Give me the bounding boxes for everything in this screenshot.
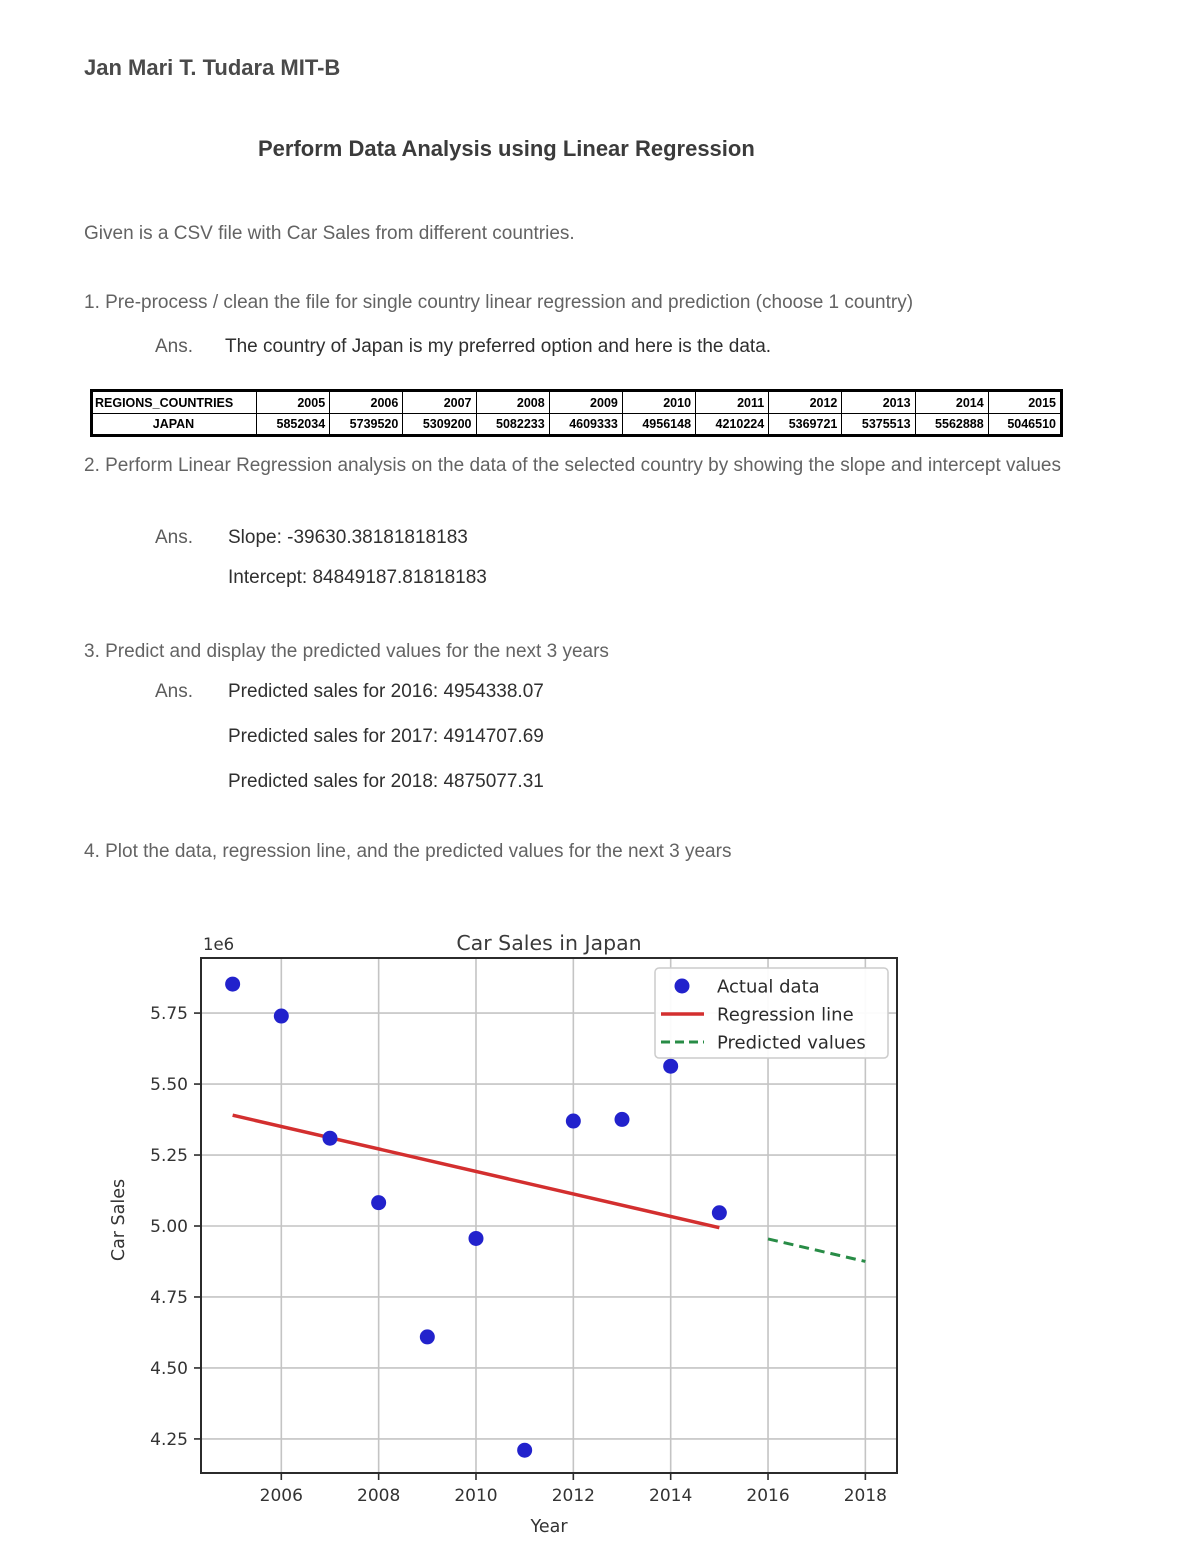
column-header: REGIONS_COUNTRIES [91, 390, 257, 414]
value-cell: 5309200 [402, 413, 477, 436]
table-row: JAPAN 5852034 5739520 5309200 5082233 4609333… [91, 413, 1063, 436]
data-point [273, 1008, 289, 1024]
x-tick-label: 2016 [746, 1486, 789, 1506]
value-cell: 4210224 [695, 413, 770, 436]
column-header: 2007 [402, 390, 477, 414]
country-cell: JAPAN [91, 413, 257, 436]
y-axis-label: Car Sales [109, 1179, 129, 1261]
x-tick-label: 2012 [552, 1486, 595, 1506]
chart-title: Car Sales in Japan [456, 931, 641, 955]
chart-svg: 2006 2008 2010 2012 2014 2016 2018 4.25 4.50 4.75… [109, 931, 898, 1537]
x-tick-label: 2006 [260, 1486, 303, 1506]
column-header: 2012 [768, 390, 843, 414]
slope-value: Slope: -39630.38181818183 [228, 527, 468, 548]
y-tick-label: 5.25 [150, 1146, 188, 1166]
value-cell: 5562888 [914, 413, 989, 436]
x-tick-label: 2010 [454, 1486, 497, 1506]
column-header: 2005 [255, 390, 331, 414]
value-cell: 5375513 [841, 413, 916, 436]
author-line: Jan Mari T. Tudara MIT-B [84, 55, 341, 80]
column-header: 2011 [695, 390, 770, 414]
x-tick-label: 2008 [357, 1486, 400, 1506]
legend-box [654, 967, 889, 1059]
value-cell: 5369721 [768, 413, 843, 436]
column-header: 2014 [914, 390, 989, 414]
data-point [663, 1058, 679, 1074]
column-header: 2009 [548, 390, 623, 414]
value-cell: 5739520 [329, 413, 404, 436]
y-tick-label: 5.75 [150, 1004, 188, 1024]
predicted-2018: Predicted sales for 2018: 4875077.31 [228, 771, 544, 792]
data-point [225, 976, 241, 992]
data-point [711, 1205, 727, 1221]
sales-table: REGIONS_COUNTRIES 2005 2006 2007 2008 2009 201… [90, 389, 1063, 437]
column-header: 2015 [987, 390, 1063, 414]
value-cell: 4956148 [621, 413, 697, 436]
value-cell: 5852034 [255, 413, 331, 436]
legend-label-2: Predicted values [717, 1033, 866, 1054]
legend-label-0: Actual data [717, 977, 820, 998]
question-1: 1. Pre-process / clean the file for sing… [84, 292, 914, 313]
column-header: 2008 [475, 390, 550, 414]
answer-2-label: Ans. [155, 527, 194, 548]
data-point [419, 1329, 435, 1345]
plot-border [200, 957, 898, 1474]
column-header: 2013 [841, 390, 916, 414]
data-point [517, 1442, 533, 1458]
data-point [322, 1130, 338, 1146]
answer-3-label: Ans. [155, 681, 194, 702]
y-tick-label: 5.00 [150, 1217, 188, 1237]
data-point [371, 1195, 387, 1211]
predicted-2017: Predicted sales for 2017: 4914707.69 [228, 726, 544, 747]
predicted-2016: Predicted sales for 2016: 4954338.07 [228, 681, 544, 702]
intro-text: Given is a CSV file with Car Sales from … [84, 223, 575, 244]
x-axis-label: Year [529, 1517, 568, 1537]
axis-offset-text: 1e6 [203, 935, 234, 954]
legend-marker-0 [674, 978, 690, 994]
y-tick-label: 5.50 [150, 1075, 188, 1095]
answer-1-text: The country of Japan is my preferred opt… [225, 336, 772, 357]
regression-line [232, 1113, 720, 1230]
y-tick-label: 4.50 [150, 1359, 188, 1379]
question-3: 3. Predict and display the predicted val… [84, 641, 609, 662]
predicted-line [767, 1237, 866, 1263]
answer-1-label: Ans. [155, 336, 194, 357]
data-point [614, 1111, 630, 1127]
value-cell: 5046510 [987, 413, 1063, 436]
data-point [565, 1113, 581, 1129]
column-header: 2006 [329, 390, 404, 414]
y-tick-label: 4.75 [150, 1288, 188, 1308]
y-tick-label: 4.25 [150, 1430, 188, 1450]
data-point [468, 1230, 484, 1246]
intercept-value: Intercept: 84849187.81818183 [228, 567, 487, 588]
legend-label-1: Regression line [717, 1005, 854, 1026]
x-tick-label: 2014 [649, 1486, 692, 1506]
value-cell: 4609333 [548, 413, 623, 436]
table-header-row: REGIONS_COUNTRIES 2005 2006 2007 2008 2009 201… [91, 390, 1063, 414]
x-tick-label: 2018 [844, 1486, 887, 1506]
value-cell: 5082233 [475, 413, 550, 436]
chart-figure: 2006 2008 2010 2012 2014 2016 2018 4.25 4.50 4.75… [96, 928, 906, 1553]
question-2: 2. Perform Linear Regression analysis on… [84, 455, 1061, 476]
column-header: 2010 [621, 390, 697, 414]
page-title: Perform Data Analysis using Linear Regre… [258, 136, 755, 161]
question-4: 4. Plot the data, regression line, and t… [84, 841, 732, 862]
